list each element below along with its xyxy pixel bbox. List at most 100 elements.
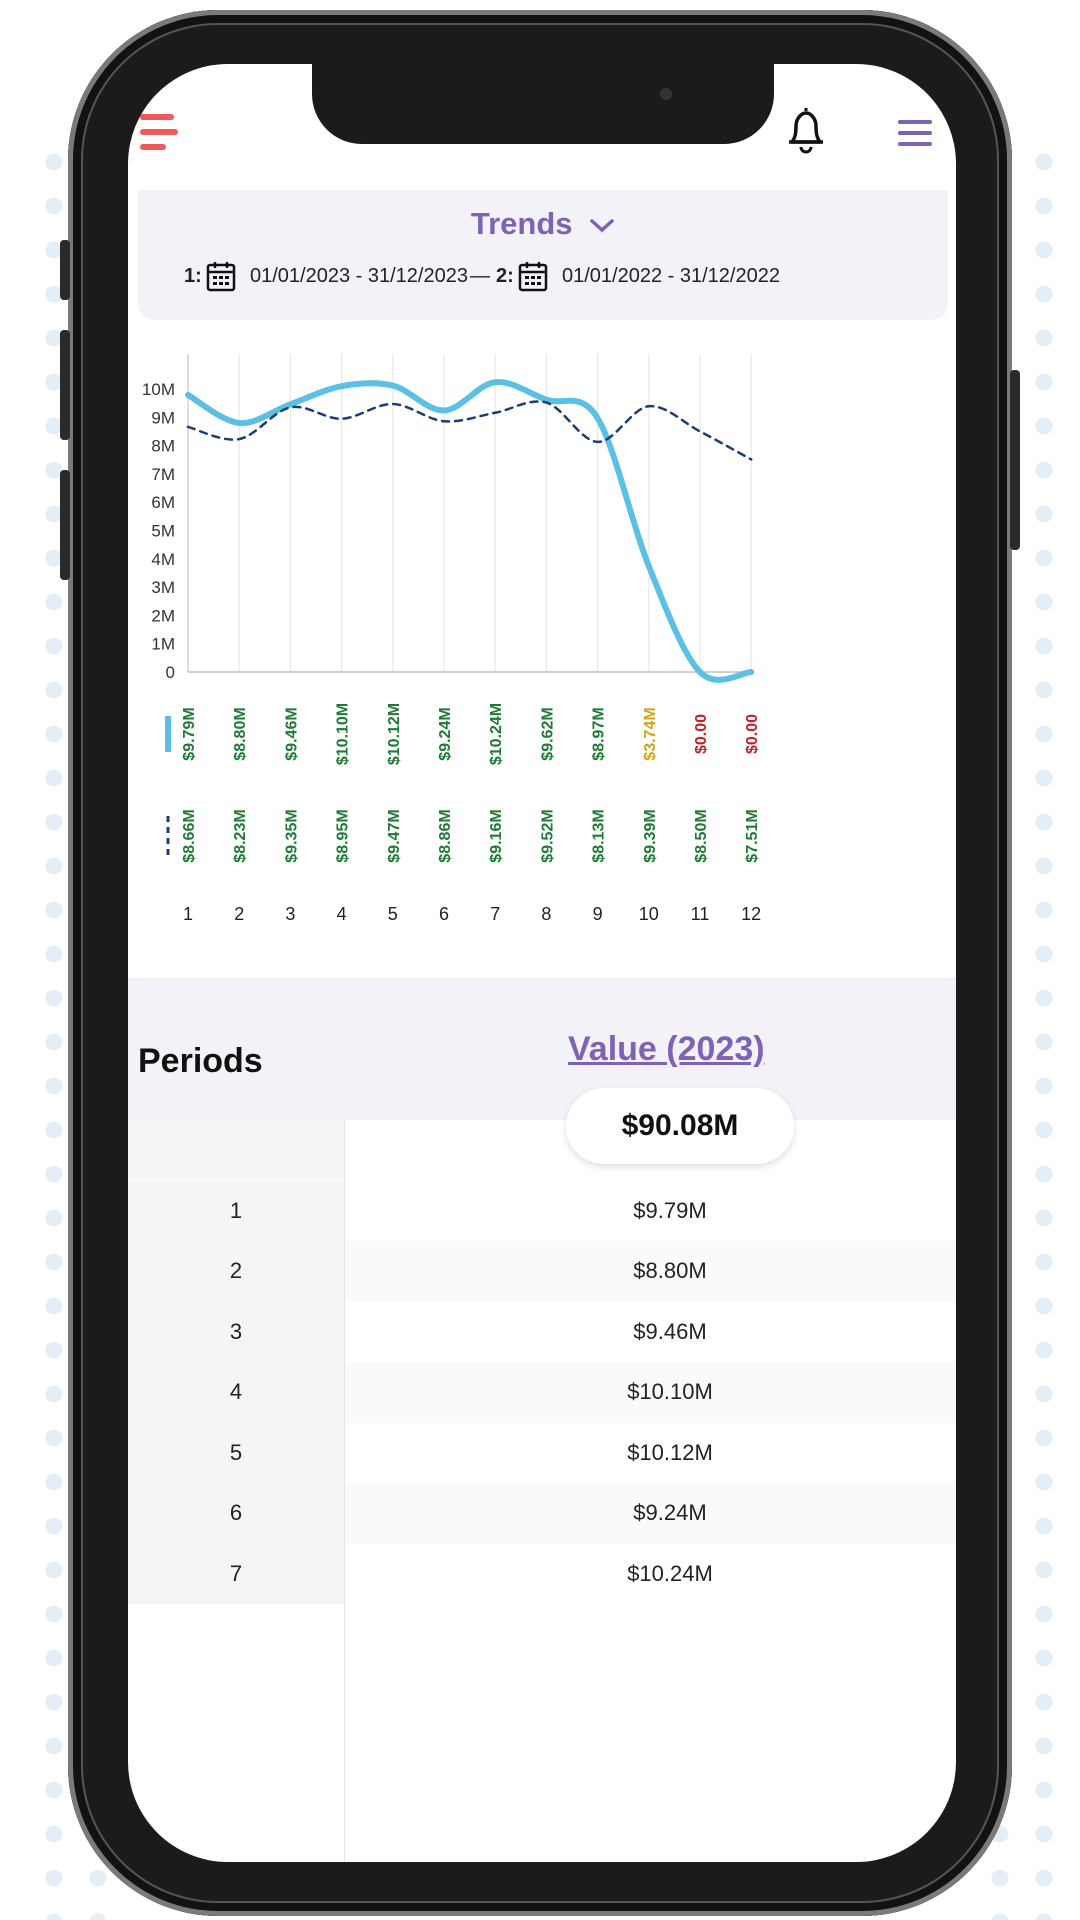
data-label: $10.12M xyxy=(386,703,403,765)
data-label: $8.13M xyxy=(591,809,608,862)
data-label: $9.62M xyxy=(539,707,556,760)
calendar-icon[interactable] xyxy=(518,260,548,292)
filter-panel: Trends 1: 01/01/2023 - 31/12/2023 — 2: xyxy=(138,190,948,320)
y-tick-label: 2M xyxy=(151,606,175,625)
table-spacer-cell xyxy=(128,1120,344,1180)
value-cell: $9.24M xyxy=(344,1483,956,1544)
x-tick-label: 11 xyxy=(691,904,710,924)
total-value-badge: $90.08M xyxy=(566,1088,794,1164)
y-tick-label: 3M xyxy=(151,578,175,597)
data-label: $9.35M xyxy=(283,809,300,862)
y-tick-label: 7M xyxy=(151,465,175,484)
period-cell: 6 xyxy=(128,1483,344,1544)
value-text: $10.10M xyxy=(627,1379,713,1404)
period-cell: 7 xyxy=(128,1543,344,1604)
data-label: $10.24M xyxy=(488,703,505,765)
x-tick-label: 8 xyxy=(541,904,551,924)
value-cell: $10.24M xyxy=(344,1544,956,1605)
table-header xyxy=(128,980,956,1120)
data-label: $9.46M xyxy=(283,707,300,760)
data-label: $9.39M xyxy=(642,809,659,862)
x-tick-label: 2 xyxy=(234,904,244,924)
phone-power-button xyxy=(1010,370,1020,550)
data-label: $8.97M xyxy=(591,707,608,760)
chevron-down-icon xyxy=(590,219,614,233)
value-text: $9.46M xyxy=(633,1318,707,1344)
value-cell: $9.79M xyxy=(344,1181,956,1242)
period-cell: 2 xyxy=(128,1241,344,1302)
value-text: $10.24M xyxy=(627,1560,713,1586)
table-row[interactable]: 1 $9.79M xyxy=(128,1180,956,1242)
trend-line-chart: 0 1M 2M 3M 4M 5M 6M 7M 8M 9M 10M $9.79M $8.80M $9.46M… xyxy=(142,354,761,924)
data-label: $10.10M xyxy=(335,703,352,765)
data-label: $8.23M xyxy=(232,809,249,862)
data-label: $8.66M xyxy=(181,809,198,862)
y-tick-label: 1M xyxy=(151,635,175,654)
value-column-header[interactable]: Value (2023) xyxy=(568,1030,765,1068)
y-tick-label: 0 xyxy=(166,663,175,682)
range1-dates[interactable]: 01/01/2023 - 31/12/2023 xyxy=(250,265,468,287)
value-cell: $9.46M xyxy=(344,1302,956,1363)
table-row[interactable]: 3 $9.46M xyxy=(128,1301,956,1363)
data-label: $9.52M xyxy=(539,809,556,862)
top-bar xyxy=(128,64,956,188)
y-tick-label: 5M xyxy=(151,522,175,541)
app-screen: Trends 1: 01/01/2023 - 31/12/2023 — 2: xyxy=(128,64,956,1862)
table-row[interactable]: 6 $9.24M xyxy=(128,1483,956,1544)
calendar-icon[interactable] xyxy=(206,260,236,292)
section-divider xyxy=(128,978,956,980)
value-cell: $10.10M xyxy=(344,1362,956,1423)
column-divider xyxy=(344,1120,345,1862)
phone-notch xyxy=(312,64,774,144)
table-row[interactable]: 2 $8.80M xyxy=(128,1241,956,1302)
data-label: $8.95M xyxy=(335,809,352,862)
data-label: $8.50M xyxy=(693,809,710,862)
data-label: $8.86M xyxy=(437,809,454,862)
value-cell: $8.80M xyxy=(344,1241,956,1302)
periods-column-header: Periods xyxy=(138,1042,263,1080)
x-tick-label: 4 xyxy=(337,904,347,924)
x-tick-label: 1 xyxy=(183,904,193,924)
x-tick-label: 10 xyxy=(639,904,659,924)
filter-menu-icon[interactable] xyxy=(140,114,178,150)
camera-dot xyxy=(660,88,672,100)
series-line-2023 xyxy=(185,379,755,683)
phone-frame: Trends 1: 01/01/2023 - 31/12/2023 — 2: xyxy=(60,10,1020,1916)
range2-label: 2: xyxy=(496,265,514,287)
hamburger-menu-icon[interactable] xyxy=(898,120,932,146)
range1-label: 1: xyxy=(184,265,202,287)
trends-dropdown[interactable]: Trends xyxy=(138,206,948,242)
table-row[interactable]: 4 $10.10M xyxy=(128,1362,956,1423)
y-tick-label: 4M xyxy=(151,550,175,569)
period-cell: 4 xyxy=(128,1362,344,1423)
data-label: $8.80M xyxy=(232,707,249,760)
period-cell: 1 xyxy=(128,1180,344,1241)
range-separator: — xyxy=(470,265,490,287)
x-tick-label: 7 xyxy=(490,904,500,924)
value-text: $8.80M xyxy=(633,1258,707,1283)
value-text: $10.12M xyxy=(627,1439,713,1465)
data-label: $3.74M xyxy=(642,707,659,760)
table-row[interactable]: 7 $10.24M xyxy=(128,1543,956,1605)
series-line-2022 xyxy=(186,400,753,461)
data-label: $9.16M xyxy=(488,809,505,862)
data-label: $9.79M xyxy=(181,707,198,760)
data-label: $0.00 xyxy=(693,714,710,754)
y-tick-label: 6M xyxy=(151,493,175,512)
trends-title: Trends xyxy=(470,206,573,241)
y-tick-label: 8M xyxy=(151,437,175,456)
period-cell: 3 xyxy=(128,1301,344,1362)
range2-dates[interactable]: 01/01/2022 - 31/12/2022 xyxy=(562,265,780,287)
period-cell: 5 xyxy=(128,1422,344,1483)
data-label: $0.00 xyxy=(744,714,761,754)
x-tick-label: 5 xyxy=(388,904,398,924)
x-tick-label: 9 xyxy=(593,904,603,924)
value-text: $9.24M xyxy=(633,1500,707,1525)
data-label: $9.47M xyxy=(386,809,403,862)
table-row[interactable]: 5 $10.12M xyxy=(128,1422,956,1483)
phone-volume-down xyxy=(60,470,70,580)
phone-mute-switch xyxy=(60,240,70,300)
value-text: $9.79M xyxy=(633,1197,707,1223)
bell-icon[interactable] xyxy=(783,104,829,156)
x-tick-label: 12 xyxy=(741,904,761,924)
